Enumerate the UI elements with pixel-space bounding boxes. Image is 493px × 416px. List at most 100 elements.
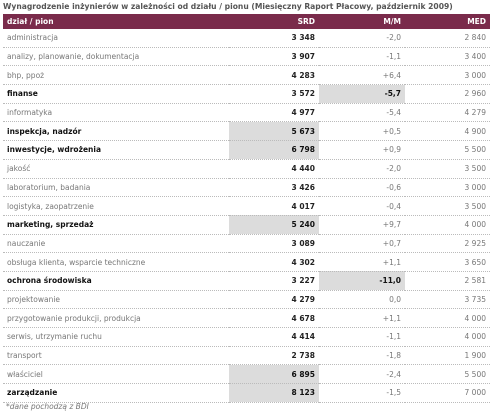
cell: inspekcja, nadzór <box>3 121 229 142</box>
cell: 3 572 <box>229 84 319 104</box>
table-row: jakość 4 440 -2,0 3 500 <box>3 159 490 179</box>
cell: 5 240 <box>229 215 319 235</box>
cell: 1 900 <box>405 346 490 366</box>
cell: -1,5 <box>319 383 405 403</box>
cell: 4 414 <box>229 327 319 347</box>
cell: jakość <box>3 159 229 179</box>
cell: 2 840 <box>405 29 490 48</box>
cell: 4 017 <box>229 196 319 216</box>
cell: 4 302 <box>229 252 319 272</box>
table-row: przygotowanie produkcji, produkcja 4 678 +… <box>3 308 490 328</box>
table-row: właściciel 6 895 -2,4 5 500 <box>3 364 490 385</box>
column-header: MED <box>467 17 486 26</box>
cell: -11,0 <box>319 271 405 291</box>
cell: 4 000 <box>405 215 490 235</box>
cell: +0,9 <box>319 140 405 160</box>
cell: 4 678 <box>229 308 319 328</box>
cell: 2 738 <box>229 346 319 366</box>
cell: 0,0 <box>319 290 405 310</box>
cell: -1,8 <box>319 346 405 366</box>
cell: 8 123 <box>229 383 319 403</box>
cell: 3 348 <box>229 29 319 48</box>
cell: -2,0 <box>319 29 405 48</box>
cell: 2 925 <box>405 234 490 254</box>
cell: 4 900 <box>405 121 490 142</box>
cell: 3 735 <box>405 290 490 310</box>
cell: 4 977 <box>229 103 319 123</box>
cell: +1,1 <box>319 252 405 272</box>
cell: 3 400 <box>405 47 490 67</box>
table-row: laboratorium, badania 3 426 -0,6 3 000 <box>3 178 490 198</box>
table-row: inwestycje, wdrożenia 6 798 +0,9 5 500 <box>3 140 490 160</box>
cell: 3 500 <box>405 159 490 179</box>
cell: przygotowanie produkcji, produkcja <box>3 308 229 328</box>
table-row: nauczanie 3 089 +0,7 2 925 <box>3 234 490 254</box>
cell: laboratorium, badania <box>3 178 229 198</box>
cell: +0,7 <box>319 234 405 254</box>
cell: +6,4 <box>319 65 405 86</box>
salary-table: dział / pion SRD M/M MED administracja 3 348… <box>3 14 490 403</box>
cell: 5 500 <box>405 364 490 385</box>
cell: 6 798 <box>229 140 319 160</box>
column-header: dział / pion <box>7 17 54 26</box>
cell: 6 895 <box>229 364 319 385</box>
cell: 3 650 <box>405 252 490 272</box>
column-header: SRD <box>297 17 315 26</box>
cell: 3 500 <box>405 196 490 216</box>
cell: -1,1 <box>319 327 405 347</box>
cell: administracja <box>3 29 229 48</box>
cell: -0,6 <box>319 178 405 198</box>
table-body: administracja 3 348 -2,0 2 840 analizy, plan… <box>3 29 490 403</box>
cell: 7 000 <box>405 383 490 403</box>
cell: 3 000 <box>405 178 490 198</box>
table-row: logistyka, zaopatrzenie 4 017 -0,4 3 500 <box>3 196 490 216</box>
cell: transport <box>3 346 229 366</box>
table-row: administracja 3 348 -2,0 2 840 <box>3 29 490 48</box>
cell: marketing, sprzedaż <box>3 215 229 235</box>
table-row: bhp, ppoż 4 283 +6,4 3 000 <box>3 65 490 86</box>
table-row: obsługa klienta, wsparcie techniczne 4 30… <box>3 252 490 272</box>
cell: +0,5 <box>319 121 405 142</box>
cell: 5 500 <box>405 140 490 160</box>
cell: +9,7 <box>319 215 405 235</box>
table-row: marketing, sprzedaż 5 240 +9,7 4 000 <box>3 215 490 235</box>
header-row: dział / pion SRD M/M MED <box>3 14 490 29</box>
table-row: analizy, planowanie, dokumentacja 3 907 -1… <box>3 47 490 67</box>
cell: serwis, utrzymanie ruchu <box>3 327 229 347</box>
cell: 4 283 <box>229 65 319 86</box>
column-header: M/M <box>383 17 401 26</box>
cell: informatyka <box>3 103 229 123</box>
table-row: informatyka 4 977 -5,4 4 279 <box>3 103 490 123</box>
cell: logistyka, zaopatrzenie <box>3 196 229 216</box>
cell: zarządzanie <box>3 383 229 403</box>
cell: 3 907 <box>229 47 319 67</box>
cell: -5,4 <box>319 103 405 123</box>
title: Wynagrodzenie inżynierów w zależności od… <box>3 2 453 11</box>
cell: 3 089 <box>229 234 319 254</box>
cell: właściciel <box>3 364 229 385</box>
table-row: inspekcja, nadzór 5 673 +0,5 4 900 <box>3 121 490 142</box>
table-row: serwis, utrzymanie ruchu 4 414 -1,1 4 000 <box>3 327 490 347</box>
cell: projektowanie <box>3 290 229 310</box>
cell: 4 000 <box>405 308 490 328</box>
cell: 4 440 <box>229 159 319 179</box>
cell: 3 426 <box>229 178 319 198</box>
cell: obsługa klienta, wsparcie techniczne <box>3 252 229 272</box>
table-row: ochrona środowiska 3 227 -11,0 2 581 <box>3 271 490 291</box>
table-row: projektowanie 4 279 0,0 3 735 <box>3 290 490 310</box>
cell: 4 279 <box>229 290 319 310</box>
cell: -1,1 <box>319 47 405 67</box>
cell: +1,1 <box>319 308 405 328</box>
cell: 2 960 <box>405 84 490 104</box>
cell: 2 581 <box>405 271 490 291</box>
cell: analizy, planowanie, dokumentacja <box>3 47 229 67</box>
cell: 4 279 <box>405 103 490 123</box>
cell: nauczanie <box>3 234 229 254</box>
cell: 3 227 <box>229 271 319 291</box>
cell: bhp, ppoż <box>3 65 229 86</box>
cell: -2,4 <box>319 364 405 385</box>
cell: -2,0 <box>319 159 405 179</box>
cell: -0,4 <box>319 196 405 216</box>
cell: ochrona środowiska <box>3 271 229 291</box>
